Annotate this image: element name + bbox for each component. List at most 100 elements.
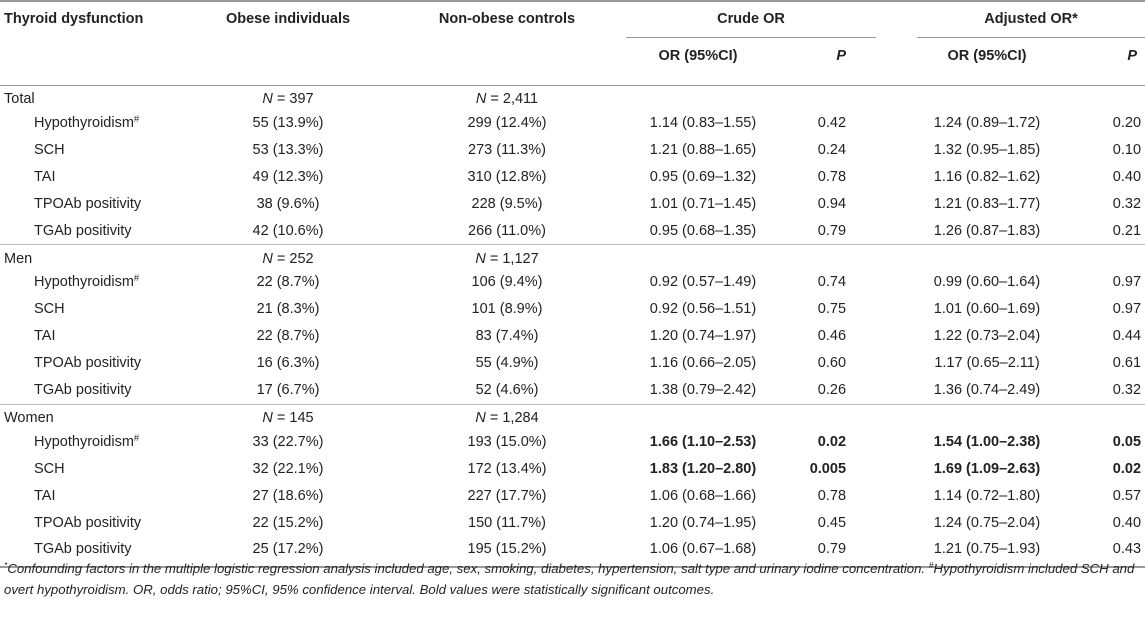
group-obese-n: N = 252 — [188, 244, 388, 269]
row-label: SCH — [0, 455, 188, 482]
table-row: Hypothyroidism# 55 (13.9%) 299 (12.4%) 1.14… — [0, 109, 1145, 136]
table-row: SCH 32 (22.1%) 172 (13.4%) 1.83 (1.20–2.80)… — [0, 455, 1145, 482]
group-empty-cell — [1057, 403, 1145, 428]
cell-crude-p: 0.79 — [817, 222, 847, 239]
table-row: TAI 27 (18.6%) 227 (17.7%) 1.06 (0.68–1.66)… — [0, 482, 1145, 509]
group-empty-cell — [770, 85, 876, 109]
cell-obese: 16 (6.3%) — [256, 355, 320, 371]
group-label: Women — [0, 403, 188, 428]
row-label-text: Hypothyroidism — [34, 274, 134, 290]
row-label: TGAb positivity — [0, 536, 188, 568]
table-row: Hypothyroidism# 33 (22.7%) 193 (15.0%) 1.66… — [0, 428, 1145, 455]
cell-adjusted-p: 0.05 — [1112, 433, 1142, 450]
group-nonobese-n: N = 2,411 — [388, 85, 626, 109]
cell-crude-p: 0.005 — [809, 460, 847, 477]
group-row-men: Men N = 252 N = 1,127 — [0, 244, 1145, 269]
table-row: TAI 22 (8.7%) 83 (7.4%) 1.20 (0.74–1.97) 0.4… — [0, 323, 1145, 350]
group-empty-cell — [876, 403, 918, 428]
table-row: Hypothyroidism# 22 (8.7%) 106 (9.4%) 0.92 (… — [0, 269, 1145, 296]
row-label-text: TGAb positivity — [34, 222, 132, 239]
header-empty-4 — [876, 38, 917, 85]
table-row: TPOAb positivity 38 (9.6%) 228 (9.5%) 1.01 … — [0, 190, 1145, 217]
header-row-1: Thyroid dysfunction Obese individuals No… — [0, 1, 1145, 38]
group-nonobese-n-text: N = 1,284 — [475, 410, 539, 426]
group-empty-cell — [917, 85, 1057, 109]
cell-obese: 55 (13.9%) — [252, 114, 324, 131]
cell-crude-or: 1.01 (0.71–1.45) — [649, 195, 757, 212]
group-empty-cell — [1057, 85, 1145, 109]
header-empty-2 — [188, 38, 388, 85]
header-empty-3 — [388, 38, 626, 85]
group-empty-cell — [1057, 244, 1145, 269]
group-label: Total — [4, 91, 35, 107]
row-label-text: TGAb positivity — [34, 541, 132, 557]
cell-obese: 25 (17.2%) — [188, 536, 388, 568]
row-label: TAI — [0, 163, 188, 190]
row-label-sup: # — [133, 432, 140, 444]
cell-adjusted-or: 1.22 (0.73–2.04) — [933, 328, 1041, 344]
cell-spacer — [876, 109, 917, 136]
header-non-obese-controls: Non-obese controls — [438, 11, 576, 27]
header-adjusted-p-label: P — [1127, 48, 1138, 64]
cell-adjusted-p: 0.57 — [1112, 487, 1142, 504]
cell-nonobese: 83 (7.4%) — [475, 328, 539, 344]
cell-crude-p: 0.42 — [817, 114, 847, 131]
header-adjusted-or: Adjusted OR* — [917, 1, 1145, 38]
footnote-text-2: Hypothyroidism included SCH and overt hy… — [4, 561, 1135, 597]
cell-adjusted-p: 0.21 — [1112, 222, 1142, 239]
footnote-text-1: Confounding factors in the multiple logi… — [7, 561, 929, 576]
cell-obese: 32 (22.1%) — [252, 460, 324, 477]
results-table: Thyroid dysfunction Obese individuals No… — [0, 1, 1145, 568]
table-row: TAI 49 (12.3%) 310 (12.8%) 0.95 (0.69–1.32)… — [0, 163, 1145, 190]
cell-spacer — [876, 455, 917, 482]
cell-nonobese: 310 (12.8%) — [467, 168, 547, 185]
row-label: SCH — [0, 136, 188, 163]
group-obese-n: N = 145 — [188, 403, 388, 428]
cell-nonobese: 228 (9.5%) — [471, 195, 543, 212]
cell-adjusted-or: 1.17 (0.65–2.11) — [934, 355, 1040, 371]
group-obese-n: N = 397 — [188, 85, 388, 109]
row-label-text: TGAb positivity — [34, 382, 132, 398]
cell-crude-p: 0.60 — [817, 355, 847, 371]
row-label: TGAb positivity — [0, 217, 188, 245]
cell-obese: 49 (12.3%) — [252, 168, 324, 185]
footnote-hash: # — [928, 560, 934, 570]
row-label: TPOAb positivity — [0, 190, 188, 217]
header-crude-or: Crude OR — [626, 1, 877, 38]
cell-nonobese: 101 (8.9%) — [471, 301, 543, 317]
cell-crude-p: 0.74 — [817, 274, 847, 290]
cell-nonobese: 106 (9.4%) — [471, 274, 543, 290]
cell-spacer — [876, 296, 917, 323]
cell-adjusted-or: 0.99 (0.60–1.64) — [933, 274, 1041, 290]
cell-spacer — [876, 217, 917, 245]
group-nonobese-n-text: N = 1,127 — [475, 250, 539, 267]
cell-spacer — [876, 482, 917, 509]
group-empty-cell — [876, 244, 918, 269]
cell-crude-p: 0.45 — [817, 514, 847, 531]
cell-adjusted-p: 0.10 — [1112, 141, 1142, 158]
group-empty-cell — [626, 244, 770, 269]
group-empty-cell — [626, 85, 770, 109]
cell-spacer — [876, 536, 918, 568]
cell-crude-or: 1.06 (0.68–1.66) — [649, 487, 757, 504]
cell-spacer — [876, 323, 917, 350]
cell-nonobese: 299 (12.4%) — [467, 114, 547, 131]
header-adjusted-p: P — [1057, 38, 1145, 85]
cell-crude-or: 0.95 (0.69–1.32) — [649, 168, 757, 185]
cell-obese: 53 (13.3%) — [252, 141, 324, 158]
row-label: TAI — [0, 323, 188, 350]
cell-adjusted-p: 0.02 — [1112, 460, 1142, 477]
cell-crude-or: 1.06 (0.67–1.68) — [626, 536, 770, 568]
cell-crude-or: 1.83 (1.20–2.80) — [649, 460, 757, 477]
header-empty-1 — [0, 38, 188, 85]
cell-spacer — [876, 269, 917, 296]
cell-adjusted-or: 1.54 (1.00–2.38) — [933, 433, 1041, 450]
row-label-text: TPOAb positivity — [34, 355, 142, 371]
table-row: TPOAb positivity 16 (6.3%) 55 (4.9%) 1.16 (… — [0, 350, 1145, 377]
row-label: TPOAb positivity — [0, 350, 188, 377]
cell-nonobese: 227 (17.7%) — [467, 487, 547, 504]
cell-adjusted-or: 1.26 (0.87–1.83) — [933, 222, 1041, 239]
group-nonobese-n: N = 1,127 — [388, 244, 626, 269]
row-label: TAI — [0, 482, 188, 509]
cell-adjusted-or: 1.36 (0.74–2.49) — [933, 382, 1041, 398]
